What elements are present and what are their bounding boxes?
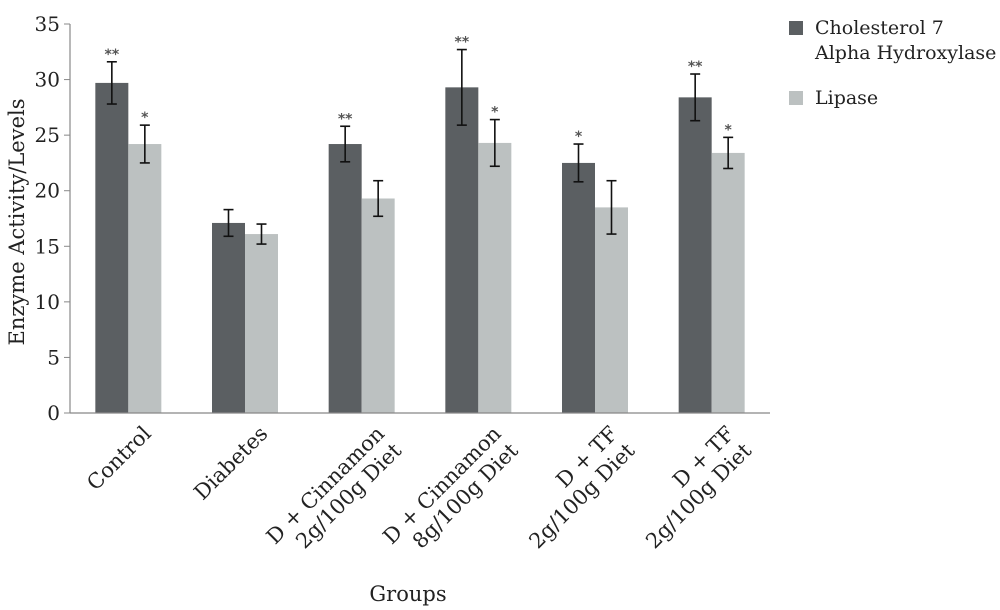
legend-label: Lipase xyxy=(815,87,878,109)
x-category-label: Diabetes xyxy=(189,421,272,504)
significance-marker: ** xyxy=(455,35,470,51)
x-category-label-line: Diabetes xyxy=(189,421,272,504)
legend-label: Cholesterol 7 Alpha Hydroxylase xyxy=(814,17,996,64)
y-tick-label: 30 xyxy=(35,68,60,92)
bar xyxy=(711,152,745,413)
bar xyxy=(212,222,245,413)
axes xyxy=(69,24,770,414)
x-axis-title: Groups xyxy=(369,582,446,606)
x-category-label: D + TF2g/100g Diet xyxy=(508,421,640,553)
bar xyxy=(445,87,479,413)
legend-label-line: Cholesterol 7 xyxy=(815,17,944,39)
legend-label-line: Lipase xyxy=(815,87,878,109)
legend: Cholesterol 7 Alpha Hydroxylase Lipase xyxy=(789,17,996,109)
y-axis-title: Enzyme Activity/Levels xyxy=(5,99,29,346)
y-axis-ticks: 0 5 10 15 20 25 30 35 xyxy=(35,12,70,425)
bar xyxy=(595,207,628,413)
significance-marker: * xyxy=(725,122,733,138)
y-tick-label: 15 xyxy=(35,234,60,258)
x-category-label: D + Cinnamon2g/100g Diet xyxy=(262,421,407,566)
x-category-label: D + Cinnamon8g/100g Diet xyxy=(378,421,523,566)
y-tick-label: 0 xyxy=(47,401,60,425)
legend-swatch xyxy=(789,21,803,35)
bars: *** ********* xyxy=(95,35,745,414)
x-category-label-line: Control xyxy=(82,421,156,495)
y-tick-label: 35 xyxy=(35,12,60,36)
bar xyxy=(328,144,362,413)
significance-marker: * xyxy=(575,129,583,145)
significance-marker: * xyxy=(491,105,499,121)
legend-swatch xyxy=(789,91,803,105)
bar xyxy=(678,97,712,414)
y-tick-label: 25 xyxy=(35,123,60,147)
x-category-label: D + TF2g/100g Diet xyxy=(624,421,756,553)
bar xyxy=(562,162,595,413)
bar xyxy=(245,234,278,413)
legend-label-line: Alpha Hydroxylase xyxy=(814,42,996,64)
y-tick-label: 5 xyxy=(47,345,60,369)
bar xyxy=(128,144,162,413)
y-tick-label: 20 xyxy=(35,179,60,203)
significance-marker: ** xyxy=(338,111,353,127)
bar xyxy=(478,142,512,413)
bar xyxy=(361,198,395,413)
x-category-label: Control xyxy=(82,421,156,495)
significance-marker: ** xyxy=(105,47,120,63)
y-tick-label: 10 xyxy=(35,290,60,314)
significance-marker: ** xyxy=(688,59,703,75)
bar xyxy=(95,82,129,414)
significance-marker: * xyxy=(141,110,149,126)
